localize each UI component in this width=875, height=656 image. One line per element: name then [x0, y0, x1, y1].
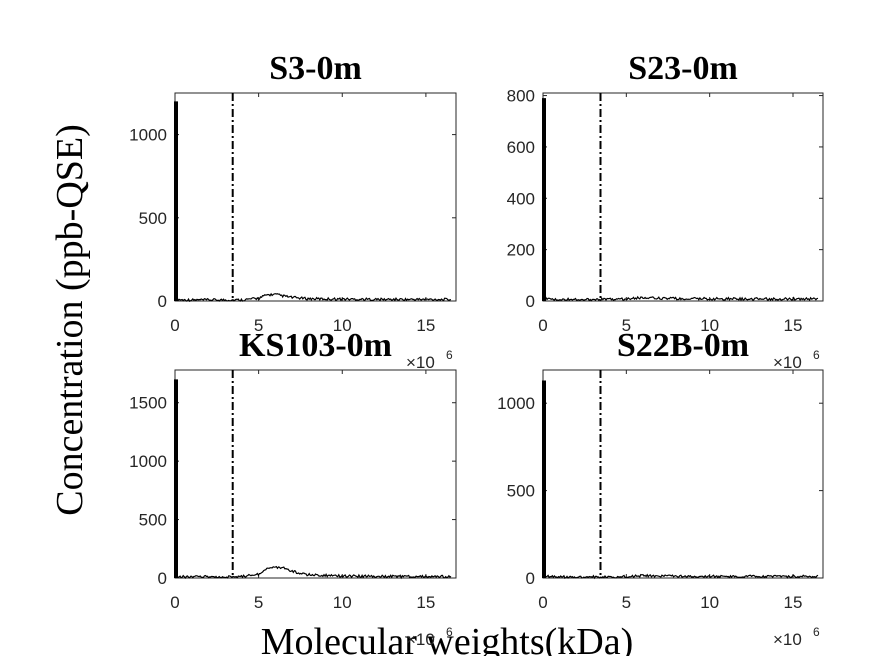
- series-line: [175, 565, 452, 580]
- x-tick-label: 10: [333, 593, 352, 612]
- y-tick-label: 0: [526, 569, 535, 588]
- subplot-4: S22B-0m 0 5 10 15 0 500 1000 ×10 6: [497, 327, 824, 649]
- y-tick-label: 500: [139, 209, 167, 228]
- subplot-title: S23-0m: [628, 50, 738, 87]
- subplot-2: S23-0m 0 5 10 15 0 200 400 600 800 ×10 6: [507, 50, 824, 372]
- y-tick-label: 1000: [129, 126, 167, 145]
- x-exponent-label: ×10: [406, 630, 435, 649]
- axes-box: [542, 92, 824, 302]
- y-tick-label: 1500: [129, 394, 167, 413]
- x-exponent-power: 6: [813, 348, 820, 362]
- y-tick-label: 200: [507, 241, 535, 260]
- y-tick-label: 1000: [129, 452, 167, 471]
- x-axis-label: Molecular weights(kDa): [261, 621, 634, 656]
- x-tick-label: 5: [254, 593, 263, 612]
- subplot-title: KS103-0m: [239, 327, 392, 364]
- x-tick-label: 5: [254, 316, 263, 335]
- y-tick-label: 400: [507, 189, 535, 208]
- y-tick-label: 1000: [497, 394, 535, 413]
- y-axis-label: Concentration (ppb-QSE): [49, 124, 91, 516]
- y-tick-label: 500: [507, 482, 535, 501]
- x-tick-label: 0: [538, 593, 547, 612]
- x-exponent-label: ×10: [773, 630, 802, 649]
- series-line: [175, 292, 452, 302]
- x-tick-label: 15: [416, 593, 435, 612]
- subplot-1: S3-0m 0 5 10 15 0 500 1000 ×10 6: [129, 50, 457, 372]
- y-tick-label: 0: [158, 569, 167, 588]
- series-line: [543, 295, 819, 302]
- x-exponent-power: 6: [446, 625, 453, 639]
- y-tick-label: 500: [139, 511, 167, 530]
- x-tick-label: 5: [622, 316, 631, 335]
- subplot-title: S22B-0m: [617, 327, 749, 364]
- x-tick-label: 10: [700, 316, 719, 335]
- series-line: [543, 573, 819, 580]
- x-tick-label: 5: [622, 593, 631, 612]
- y-tick-label: 800: [507, 87, 535, 106]
- axes-box: [174, 92, 457, 302]
- subplot-3: KS103-0m 0 5 10 15 0 500 1000 1500 ×10 6: [129, 327, 457, 649]
- x-tick-label: 10: [333, 316, 352, 335]
- x-tick-label: 15: [416, 316, 435, 335]
- axes-box: [542, 369, 824, 579]
- subplot-title: S3-0m: [269, 50, 362, 87]
- axes-box: [174, 369, 457, 579]
- y-tick-label: 0: [158, 292, 167, 311]
- x-exponent-label: ×10: [406, 353, 435, 372]
- x-tick-label: 15: [784, 593, 803, 612]
- x-tick-label: 10: [700, 593, 719, 612]
- x-tick-label: 0: [170, 316, 179, 335]
- x-exponent-power: 6: [813, 625, 820, 639]
- x-exponent-label: ×10: [773, 353, 802, 372]
- x-tick-label: 0: [170, 593, 179, 612]
- x-exponent-power: 6: [446, 348, 453, 362]
- x-tick-label: 15: [784, 316, 803, 335]
- y-tick-label: 0: [526, 292, 535, 311]
- x-tick-label: 0: [538, 316, 547, 335]
- y-tick-label: 600: [507, 138, 535, 157]
